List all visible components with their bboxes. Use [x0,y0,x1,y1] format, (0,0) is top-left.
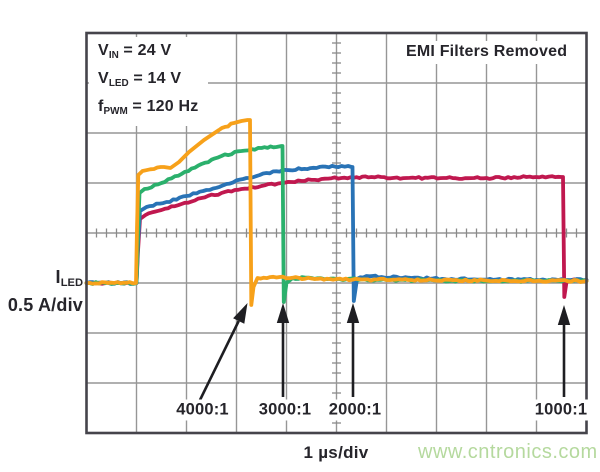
callout-arrowhead-icon [233,303,248,324]
y-axis-label: ILED 0.5 A/div [0,266,83,316]
callout-arrowhead-icon [346,303,360,323]
callout-arrowhead-icon [557,305,571,325]
trace-1000-1 [84,174,589,299]
dimming-ratio-label: 2000:1 [324,399,386,421]
emi-note: EMI Filters Removed [398,41,576,64]
x-axis-label: 1 µs/div [303,443,369,462]
test-conditions: VIN = 24 V VLED = 14 V fPWM = 120 Hz [89,37,209,127]
vin-value: VIN = 24 V [98,42,172,61]
vled-value: VLED = 14 V [98,69,182,89]
y-axis-signal: ILED [55,267,83,290]
fpwm-value: fPWM = 120 Hz [98,97,199,117]
dimming-ratio-label: 4000:1 [172,399,233,421]
dimming-ratio-label: 1000:1 [530,399,592,421]
trace-4000-1 [84,118,589,307]
dimming-ratio-label: 3000:1 [254,399,316,421]
callout-arrow [198,320,240,401]
callout-arrowhead-icon [276,303,290,323]
y-axis-scale: 0.5 A/div [7,295,83,316]
watermark: www.cntronics.com [418,441,598,463]
